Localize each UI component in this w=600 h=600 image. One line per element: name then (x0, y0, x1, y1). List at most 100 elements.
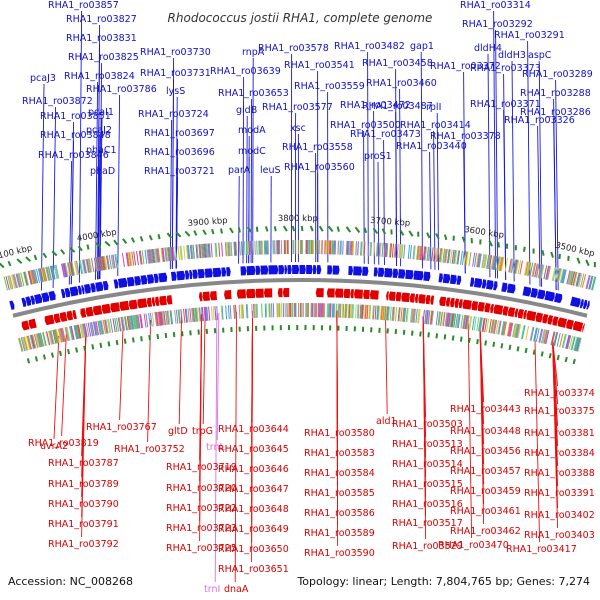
cog-bar-inner (135, 314, 139, 329)
top-gene-label: RHA1_ro03541 (284, 60, 355, 71)
cog-bar-inner (542, 329, 547, 344)
forward-gene (278, 265, 285, 275)
cog-bar-outer (449, 249, 453, 264)
bottom-gene-label: RHA1_ro03517 (392, 518, 463, 529)
cog-bar-outer (106, 255, 111, 270)
cog-bar-outer (498, 256, 502, 271)
cog-bar-outer (350, 241, 353, 256)
cog-bar-inner (492, 319, 496, 334)
cog-bar-inner (124, 316, 128, 331)
tick-mark-inner (451, 335, 455, 341)
cog-bar-inner (366, 304, 369, 320)
cog-bar-outer (204, 243, 208, 258)
cog-bar-outer (215, 242, 218, 257)
cog-bar-inner (450, 313, 454, 328)
tick-mark-inner (572, 358, 576, 365)
cog-bar-outer (230, 241, 233, 256)
cog-bar-outer (439, 248, 443, 263)
bottom-gene-label: RHA1_ro03461 (450, 506, 521, 517)
cog-bar-outer (157, 248, 161, 263)
cog-bar-outer (186, 245, 189, 260)
cog-bar-inner (389, 306, 392, 321)
cog-bar-inner (359, 304, 362, 319)
cog-bar-inner (451, 313, 455, 328)
top-leader-line (70, 140, 75, 285)
cog-bar-outer (18, 272, 23, 287)
reverse-gene (198, 292, 203, 302)
forward-gene (473, 278, 483, 288)
bottom-gene-label: ald1 (376, 416, 397, 427)
cog-bar-outer (154, 248, 158, 263)
cog-bar-outer (229, 241, 232, 257)
cog-bar-outer (3, 276, 9, 291)
cog-bar-outer (191, 244, 194, 259)
cog-bar-outer (90, 258, 95, 272)
cog-bar-inner (92, 321, 97, 336)
top-leader-line (169, 119, 173, 270)
cog-bar-inner (503, 321, 507, 336)
cog-bar-outer (559, 268, 564, 283)
cog-bar-inner (175, 309, 179, 324)
bottom-leader-line (336, 310, 339, 547)
cog-bar-outer (214, 242, 217, 257)
cog-bar-inner (392, 306, 395, 321)
cog-bar-inner (411, 308, 415, 323)
cog-bar-inner (394, 307, 398, 322)
reverse-gene (209, 291, 218, 301)
tick-mark-outer (60, 248, 66, 255)
cog-bar-outer (149, 249, 152, 264)
forward-gene (537, 289, 546, 300)
tick-mark-outer (139, 236, 144, 242)
bottom-gene-label: trpG (192, 426, 213, 437)
tick-mark-outer (399, 229, 405, 236)
cog-bar-outer (15, 273, 20, 288)
cog-bar-inner (441, 312, 445, 327)
cog-bar-outer (11, 274, 17, 289)
cog-bar-outer (224, 242, 227, 257)
forward-gene (449, 274, 457, 285)
tick-mark-outer (309, 225, 314, 232)
cog-bar-outer (75, 260, 80, 275)
cog-bar-inner (405, 307, 408, 323)
cog-bar-outer (7, 275, 12, 290)
cog-bar-inner (402, 307, 406, 322)
forward-gene (377, 267, 385, 277)
cog-bar-inner (100, 320, 104, 335)
cog-bar-inner (562, 334, 567, 349)
cog-bar-inner (418, 309, 421, 324)
cog-bar-inner (112, 318, 116, 333)
cog-bar-outer (556, 268, 561, 282)
cog-bar-inner (355, 304, 357, 319)
cog-bar-inner (134, 314, 138, 329)
cog-bar-outer (567, 270, 572, 285)
bottom-gene-label: RHA1_ro03384 (524, 448, 595, 459)
cog-bar-outer (454, 250, 458, 265)
cog-bar-inner (143, 313, 147, 328)
cog-bar-outer (379, 242, 382, 257)
tick-mark-outer (282, 225, 288, 232)
cog-bar-outer (499, 257, 504, 272)
cog-bar-outer (478, 253, 482, 268)
cog-bar-inner (129, 315, 133, 330)
cog-bar-inner (118, 317, 122, 332)
reverse-gene (462, 299, 472, 310)
cog-bar-inner (69, 326, 73, 341)
cog-bar-outer (201, 243, 204, 258)
cog-bar-outer (111, 254, 115, 269)
cog-bar-inner (58, 328, 63, 343)
top-leader-line (373, 110, 375, 265)
cog-bar-inner (128, 315, 132, 330)
cog-bar-outer (102, 256, 106, 271)
cog-bar-inner (158, 311, 162, 326)
cog-bar-inner (83, 323, 87, 338)
top-gene-label: RHA1_ro03500 (330, 120, 401, 131)
cog-bar-inner (448, 312, 451, 327)
cog-bar-outer (545, 265, 550, 280)
cog-bar-inner (573, 337, 579, 351)
cog-bar-inner (227, 305, 230, 320)
cog-bar-outer (557, 268, 562, 283)
tick-mark-outer (247, 226, 252, 233)
bottom-gene-label: RHA1_ro03646 (218, 464, 289, 475)
cog-bar-outer (591, 276, 597, 291)
cog-bar-outer (499, 256, 503, 271)
